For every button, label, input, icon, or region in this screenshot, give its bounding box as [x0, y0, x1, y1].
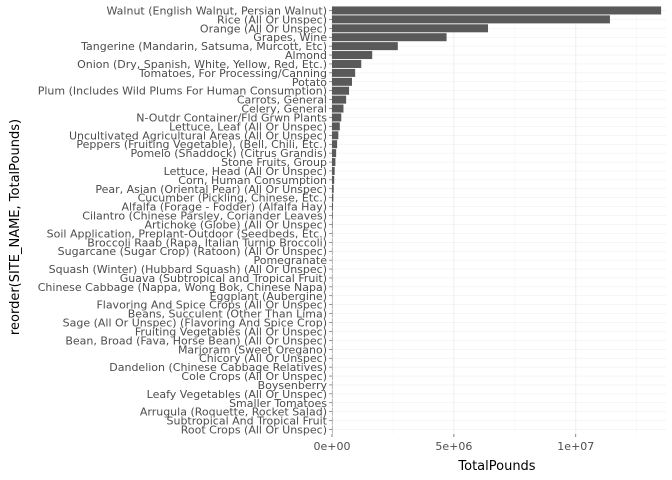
y-tick-label: Plum (Includes Wild Plums For Human Cons… [38, 85, 327, 98]
bar [332, 131, 339, 140]
y-tick-label: Tomatoes, For Processing/Canning [138, 67, 327, 80]
y-tick-label: Squash (Winter) (Hubbard Squash) (All Or… [49, 263, 327, 276]
y-tick-label: Orange (All Or Unspec) [200, 22, 327, 35]
y-tick-label: Arrugula (Roquette, Rocket Salad) [140, 406, 327, 419]
y-tick-labels: Walnut (English Walnut, Persian Walnut)R… [38, 4, 332, 437]
y-tick-label: Artichoke (Globe) (All Or Unspec) [145, 218, 328, 231]
y-tick-label: Sage (All Or Unspec) (Flavoring And Spic… [63, 317, 327, 330]
bar [332, 6, 662, 15]
y-tick-label: Guava (Subtropical and Tropical Fruit) [120, 272, 327, 285]
y-tick-label: Beans, Succulent (Other Than Lima) [128, 308, 327, 321]
y-tick-label: Cole Crops (All Or Unspec) [181, 370, 327, 383]
bar [332, 149, 337, 158]
bar [332, 24, 489, 33]
y-tick-label: Chicory (All Or Unspec) [199, 352, 327, 365]
y-tick-label: Lettuce, Leaf (All Or Unspec) [169, 120, 327, 133]
y-tick-label: Root Crops (All Or Unspec) [181, 424, 327, 437]
bar [332, 202, 334, 211]
bar [332, 140, 338, 149]
bar [332, 77, 352, 86]
y-tick-label: Carrots, General [237, 94, 327, 107]
bar [332, 15, 610, 24]
y-axis-title: reorder(SITE_NAME, TotalPounds) [8, 119, 23, 335]
y-tick-label: Walnut (English Walnut, Persian Walnut) [107, 4, 328, 17]
y-tick-label: Stone Fruits, Group [221, 156, 327, 169]
x-axis-title: TotalPounds [457, 459, 535, 474]
bar [332, 211, 333, 220]
y-tick-label: Bean, Broad (Fava, Horse Bean) (All Or U… [65, 334, 327, 347]
x-tick-label: 5e+06 [435, 440, 472, 453]
bar [332, 104, 344, 113]
x-tick-label: 1e+07 [557, 440, 594, 453]
y-tick-label: Subtropical And Tropical Fruit [167, 415, 328, 428]
bars [332, 6, 662, 434]
y-tick-label: Tangerine (Mandarin, Satsuma, Murcott, E… [80, 40, 327, 53]
bar [332, 220, 333, 229]
y-tick-label: Uncultivated Agricultural Areas (All Or … [69, 129, 327, 142]
y-tick-label: Celery, General [241, 103, 327, 116]
y-tick-label: Pomegranate [254, 254, 328, 267]
bar [332, 42, 398, 51]
x-tick-label: 0e+00 [314, 440, 351, 453]
bar [332, 95, 347, 104]
bar [332, 51, 373, 60]
y-tick-label: Eggplant (Aubergine) [210, 290, 327, 303]
y-tick-label: Peppers (Fruiting Vegetable), (Bell, Chi… [76, 138, 327, 151]
y-tick-label: Leafy Vegetables (All Or Unspec) [147, 388, 327, 401]
y-tick-label: Rice (All Or Unspec) [217, 13, 327, 26]
y-tick-label: Soil Application, Preplant-Outdoor (Seed… [47, 227, 327, 240]
y-tick-label: Chinese Cabbage (Nappa, Wong Bok, Chines… [38, 281, 327, 294]
bar [332, 113, 342, 122]
y-tick-label: Cilantro (Chinese Parsley, Coriander Lea… [82, 210, 327, 223]
y-tick-label: Potato [292, 76, 327, 89]
bar [332, 59, 362, 68]
y-tick-label: Broccoli Raab (Rapa, Italian Turnip Broc… [87, 236, 327, 249]
bar [332, 122, 340, 131]
bar [332, 184, 334, 193]
bar [332, 86, 350, 95]
y-tick-label: Fruiting Vegetables (All Or Unspec) [135, 325, 327, 338]
x-ticks: 0e+00 5e+06 1e+07 [314, 434, 594, 453]
y-tick-label: Grapes, Wine [253, 31, 327, 44]
grid-lines [331, 6, 666, 434]
bar [332, 68, 356, 77]
y-tick-label: Onion (Dry, Spanish, White, Yellow, Red,… [77, 58, 327, 71]
bar [332, 193, 334, 202]
bar [332, 166, 335, 175]
y-tick-label: Lettuce, Head (All Or Unspec) [164, 165, 327, 178]
bar [332, 175, 335, 184]
y-tick-label: Smaller Tomatoes [229, 397, 327, 410]
y-tick-label: Sugarcane (Sugar Crop) (Ratoon) (All Or … [58, 245, 327, 258]
y-tick-label: Dandelion (Chinese Cabbage Relatives) [109, 361, 327, 374]
y-tick-label: Flavoring And Spice Crops (All Or Unspec… [96, 299, 327, 312]
y-tick-label: Marjoram (Sweet Oregano) [178, 343, 327, 356]
y-tick-label: Cucumber (Pickling, Chinese, Etc.) [138, 192, 327, 205]
y-tick-label: Boysenberry [258, 379, 328, 392]
y-tick-label: Alfalfa (Forage - Fodder) (Alfalfa Hay) [122, 201, 327, 214]
y-tick-label: Pear, Asian (Oriental Pear) (All Or Unsp… [95, 183, 327, 196]
bar [332, 158, 336, 167]
y-tick-label: Corn, Human Consumption [178, 174, 327, 187]
y-tick-label: Almond [285, 49, 327, 62]
y-tick-label: Pomelo (Shaddock) (Citrus Grandis) [130, 147, 327, 160]
y-tick-label: N-Outdr Container/Fld Grwn Plants [136, 111, 327, 124]
bar [332, 33, 447, 42]
